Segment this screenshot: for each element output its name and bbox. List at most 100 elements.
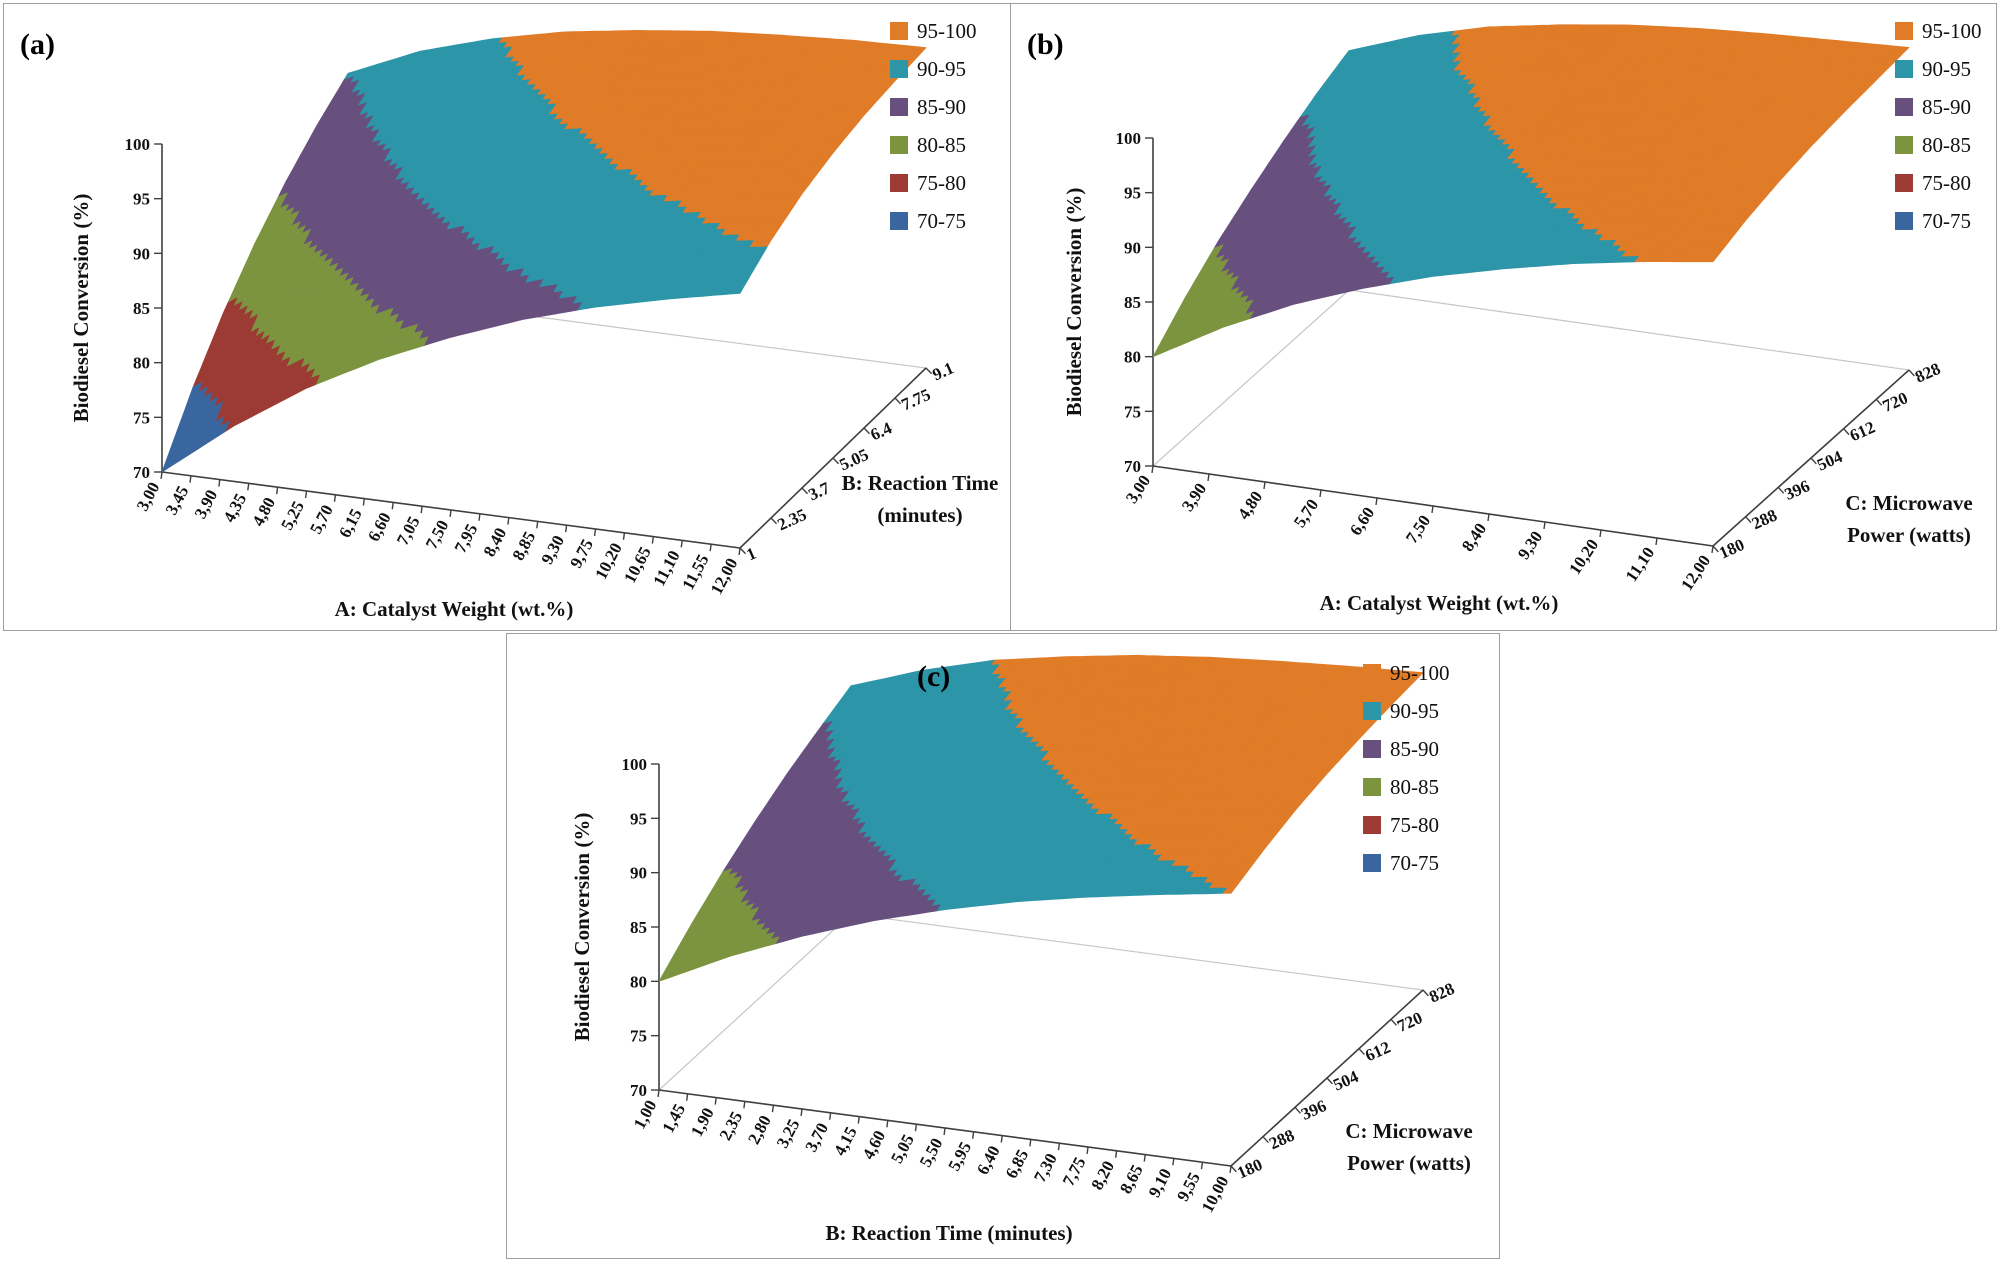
- z-axis: 70 75 80 85 90 95 100 Biodiesel Conversion (%): [69, 135, 162, 482]
- legend-item: 95-100: [890, 19, 977, 43]
- legend-item-label: 95-100: [917, 19, 977, 43]
- x-tickmark: [1057, 1143, 1061, 1151]
- legend-swatch: [890, 136, 908, 154]
- z-tick-label: 100: [622, 755, 648, 774]
- surface-band-95-100: [497, 30, 927, 248]
- x-tickmark: [362, 498, 365, 506]
- legend-swatch: [890, 98, 908, 116]
- depth-tickmark: [739, 547, 747, 555]
- x-tick-label: 3,90: [1178, 480, 1210, 515]
- depth-axis-title: C: Microwave: [1345, 1119, 1472, 1143]
- panel-label: (c): [917, 660, 950, 693]
- x-tick-label: 5,70: [1290, 496, 1322, 531]
- legend-swatch: [890, 22, 908, 40]
- x-tickmark: [709, 544, 712, 552]
- depth-tick-label: 9.1: [929, 358, 956, 384]
- surface-chart-b: 70 75 80 85 90 95 100 Biodiesel Conversion (%) 3…: [1027, 19, 1982, 615]
- depth-axis: 12.353.75.056.47.759.1B: Reaction Time(m…: [739, 358, 998, 564]
- x-tick-label: 8,20: [1087, 1158, 1118, 1193]
- z-axis: 70 75 80 85 90 95 100 Biodiesel Conversion (%): [1062, 129, 1153, 476]
- legend-swatch: [1895, 98, 1913, 116]
- z-tick-label: 80: [1124, 348, 1141, 367]
- legend-swatch: [1363, 816, 1381, 834]
- x-tickmark: [420, 506, 423, 514]
- x-tick-label: 9,10: [1145, 1165, 1176, 1200]
- surface-band-80-85: [1152, 244, 1254, 358]
- x-tickmark: [714, 1097, 717, 1105]
- panel-a: 70 75 80 85 90 95 100 Biodiesel Conversion (%) 3…: [4, 4, 1011, 630]
- legend-item: 90-95: [890, 57, 966, 81]
- legend-item: 80-85: [1895, 133, 1971, 157]
- depth-tickmark: [1422, 989, 1429, 997]
- x-tick-label: 6,40: [973, 1143, 1004, 1178]
- depth-axis-title: (minutes): [877, 503, 962, 527]
- x-tick-label: 7,05: [393, 513, 424, 548]
- floor: [1151, 289, 1911, 547]
- x-tick-label: 3,70: [801, 1120, 832, 1155]
- panel-c: 70 75 80 85 90 95 100 Biodiesel Conversion (%) 1…: [506, 633, 1500, 1259]
- x-axis: 1,001,451,902,352,803,253,704,154,605,05…: [630, 1089, 1233, 1245]
- x-tickmark: [189, 475, 192, 483]
- x-tickmark: [800, 1108, 803, 1117]
- x-tick-label: 8,40: [480, 525, 511, 560]
- legend-item-label: 85-90: [917, 95, 966, 119]
- surface: [1152, 24, 1910, 358]
- depth-tickmark: [1745, 516, 1752, 524]
- depth-tickmark: [863, 427, 871, 435]
- x-tickmark: [1431, 505, 1434, 514]
- x-tick-label: 9,30: [537, 532, 568, 567]
- depth-tickmark: [1294, 1106, 1301, 1114]
- x-tick-label: 7,95: [451, 521, 482, 556]
- x-tick-label: 4,80: [248, 494, 279, 529]
- x-tickmark: [218, 479, 221, 487]
- surface: [161, 30, 927, 473]
- x-tick-label: 1,90: [687, 1105, 718, 1140]
- legend-item-label: 75-80: [917, 171, 966, 195]
- z-tick-label: 90: [1124, 238, 1141, 257]
- legend: 95-100 90-95 85-90 80-85 75-80 70-75: [1363, 661, 1450, 875]
- legend-item-label: 75-80: [1922, 171, 1971, 195]
- x-tickmark: [857, 1116, 860, 1124]
- legend-swatch: [890, 60, 908, 78]
- legend-swatch: [1895, 174, 1913, 192]
- legend-swatch: [1895, 212, 1913, 230]
- legend: 95-100 90-95 85-90 80-85 75-80 70-75: [890, 19, 977, 233]
- depth-axis-title: Power (watts): [1347, 1151, 1471, 1175]
- legend-swatch: [1363, 778, 1381, 796]
- depth-tickmark: [1843, 428, 1850, 436]
- x-tick-label: 12,00: [1677, 552, 1714, 594]
- x-tick-label: 11,10: [1622, 544, 1659, 586]
- legend-item-label: 90-95: [917, 57, 966, 81]
- depth-tickmark: [801, 487, 809, 495]
- x-tickmark: [1172, 1158, 1175, 1166]
- x-tick-label: 9,75: [566, 536, 597, 571]
- z-tick-label: 100: [1116, 129, 1142, 148]
- x-tick-label: 9,30: [1514, 528, 1546, 563]
- x-tickmark: [160, 471, 163, 480]
- legend-item-label: 80-85: [917, 133, 966, 157]
- x-tick-label: 8,40: [1458, 520, 1490, 555]
- panel-b: 70 75 80 85 90 95 100 Biodiesel Conversion (%) 3…: [1011, 4, 1996, 630]
- x-tick-label: 1,45: [658, 1101, 689, 1136]
- x-tick-label: 4,15: [830, 1124, 861, 1159]
- x-axis: 3,003,453,904,354,805,255,706,156,607,05…: [133, 471, 742, 621]
- x-tickmark: [333, 494, 337, 502]
- x-tickmark: [1263, 481, 1266, 490]
- depth-tickmark: [894, 397, 902, 405]
- z-tick-label: 70: [133, 463, 150, 482]
- z-tick-label: 90: [133, 244, 150, 263]
- x-tickmark: [1229, 1165, 1232, 1174]
- x-tick-label: 10,20: [1565, 536, 1602, 578]
- surface-band-85-90: [1213, 114, 1394, 320]
- x-tick-label: 7,30: [1030, 1150, 1061, 1185]
- x-tick-label: 5,95: [944, 1139, 975, 1174]
- surface-chart-c: 70 75 80 85 90 95 100 Biodiesel Conversion (%) 1…: [570, 654, 1473, 1245]
- x-tick-label: 12,00: [707, 555, 742, 598]
- legend-item-label: 70-75: [1922, 209, 1971, 233]
- x-tick-label: 4,80: [1234, 488, 1266, 523]
- legend-item-label: 95-100: [1390, 661, 1450, 685]
- x-tickmark: [685, 1093, 689, 1101]
- x-tick-label: 3,00: [133, 479, 164, 514]
- x-tickmark: [1319, 489, 1322, 498]
